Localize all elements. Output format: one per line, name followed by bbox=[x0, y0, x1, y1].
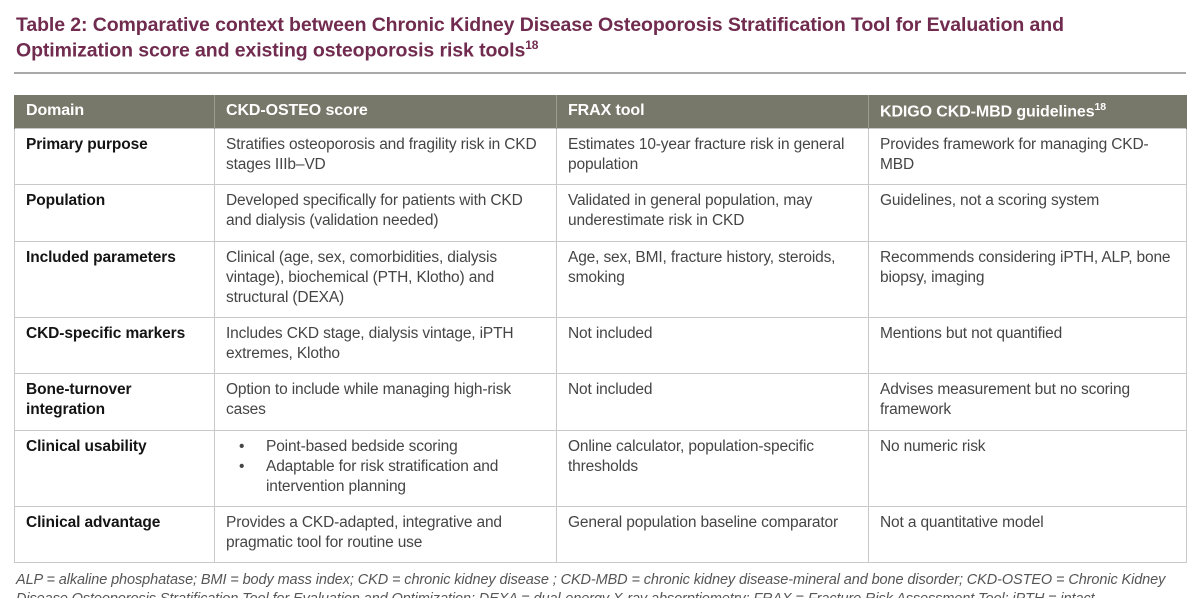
row-label: Clinical usability bbox=[14, 429, 215, 507]
table-title-text: Table 2: Comparative context between Chr… bbox=[16, 14, 1064, 62]
table-title: Table 2: Comparative context between Chr… bbox=[14, 13, 1139, 63]
frax-cell: Age, sex, BMI, fracture history, steroid… bbox=[556, 240, 869, 318]
kdigo-cell: Guidelines, not a scoring system bbox=[868, 184, 1187, 242]
ckd-osteo-cell: Option to include while managing high-ri… bbox=[214, 373, 557, 431]
frax-cell: Estimates 10-year fracture risk in gener… bbox=[556, 127, 869, 186]
ckd-osteo-cell: Developed specifically for patients with… bbox=[214, 184, 557, 242]
column-header-frax: FRAX tool bbox=[556, 94, 869, 129]
column-header-ckd-osteo: CKD-OSTEO score bbox=[214, 94, 557, 129]
frax-cell: Online calculator, population-specific t… bbox=[556, 429, 869, 507]
kdigo-cell: Recommends considering iPTH, ALP, bone b… bbox=[868, 240, 1187, 318]
bullet-list: • Point-based bedside scoring • Adaptable … bbox=[239, 437, 545, 497]
column-header-kdigo-citation: 18 bbox=[1094, 100, 1107, 113]
column-header-kdigo: KDIGO CKD-MBD guidelines18 bbox=[868, 94, 1187, 129]
table-header-row: Domain CKD-OSTEO score FRAX tool KDIGO C… bbox=[14, 94, 1187, 129]
kdigo-cell: Not a quantitative model bbox=[868, 505, 1187, 564]
bullet-item: • Point-based bedside scoring bbox=[239, 437, 545, 457]
ckd-osteo-cell: Stratifies osteoporosis and fragility ri… bbox=[214, 127, 557, 186]
table-row-bone-turnover-integration: Bone-turnover integration Option to incl… bbox=[14, 373, 1187, 431]
kdigo-cell: Advises measurement but no scoring frame… bbox=[868, 373, 1187, 431]
title-divider bbox=[14, 71, 1186, 74]
bullet-icon: • bbox=[239, 437, 245, 455]
table-body: Primary purpose Stratifies osteoporosis … bbox=[14, 127, 1187, 564]
bullet-item-text: Point-based bedside scoring bbox=[266, 437, 458, 455]
row-label: Clinical advantage bbox=[14, 505, 215, 564]
column-header-domain: Domain bbox=[14, 94, 215, 129]
frax-cell: General population baseline comparator bbox=[556, 505, 869, 564]
kdigo-cell: Mentions but not quantified bbox=[868, 316, 1187, 375]
kdigo-cell: Provides framework for managing CKD-MBD bbox=[868, 127, 1187, 186]
table-title-citation: 18 bbox=[525, 37, 539, 52]
frax-cell: Not included bbox=[556, 373, 869, 431]
table-row-primary-purpose: Primary purpose Stratifies osteoporosis … bbox=[14, 127, 1187, 186]
frax-cell: Validated in general population, may und… bbox=[556, 184, 869, 242]
row-label: CKD-specific markers bbox=[14, 316, 215, 375]
table-row-clinical-advantage: Clinical advantage Provides a CKD-adapte… bbox=[14, 505, 1187, 564]
bullet-item-text: Adaptable for risk stratification and in… bbox=[266, 457, 499, 495]
bullet-item: • Adaptable for risk stratification and i… bbox=[239, 457, 545, 497]
frax-cell: Not included bbox=[556, 316, 869, 375]
kdigo-cell: No numeric risk bbox=[868, 429, 1187, 507]
table-header: Domain CKD-OSTEO score FRAX tool KDIGO C… bbox=[14, 94, 1187, 129]
ckd-osteo-cell: Provides a CKD-adapted, integrative and … bbox=[214, 505, 557, 564]
ckd-osteo-cell: • Point-based bedside scoring • Adaptable … bbox=[214, 429, 557, 507]
abbreviations-footnote: ALP = alkaline phosphatase; BMI = body m… bbox=[16, 572, 1166, 598]
ckd-osteo-cell: Clinical (age, sex, comorbidities, dialy… bbox=[214, 240, 557, 318]
bullet-icon: • bbox=[239, 457, 245, 475]
row-label: Population bbox=[14, 184, 215, 242]
comparison-table: Domain CKD-OSTEO score FRAX tool KDIGO C… bbox=[14, 94, 1187, 564]
row-label: Included parameters bbox=[14, 240, 215, 318]
ckd-osteo-cell: Includes CKD stage, dialysis vintage, iP… bbox=[214, 316, 557, 375]
table-row-ckd-specific-markers: CKD-specific markers Includes CKD stage,… bbox=[14, 316, 1187, 375]
table-row-clinical-usability: Clinical usability • Point-based bedside … bbox=[14, 429, 1187, 507]
table-row-population: Population Developed specifically for pa… bbox=[14, 184, 1187, 242]
row-label: Primary purpose bbox=[14, 127, 215, 186]
table-row-included-parameters: Included parameters Clinical (age, sex, … bbox=[14, 240, 1187, 318]
column-header-kdigo-text: KDIGO CKD-MBD guidelines bbox=[880, 102, 1095, 120]
row-label: Bone-turnover integration bbox=[14, 373, 215, 431]
